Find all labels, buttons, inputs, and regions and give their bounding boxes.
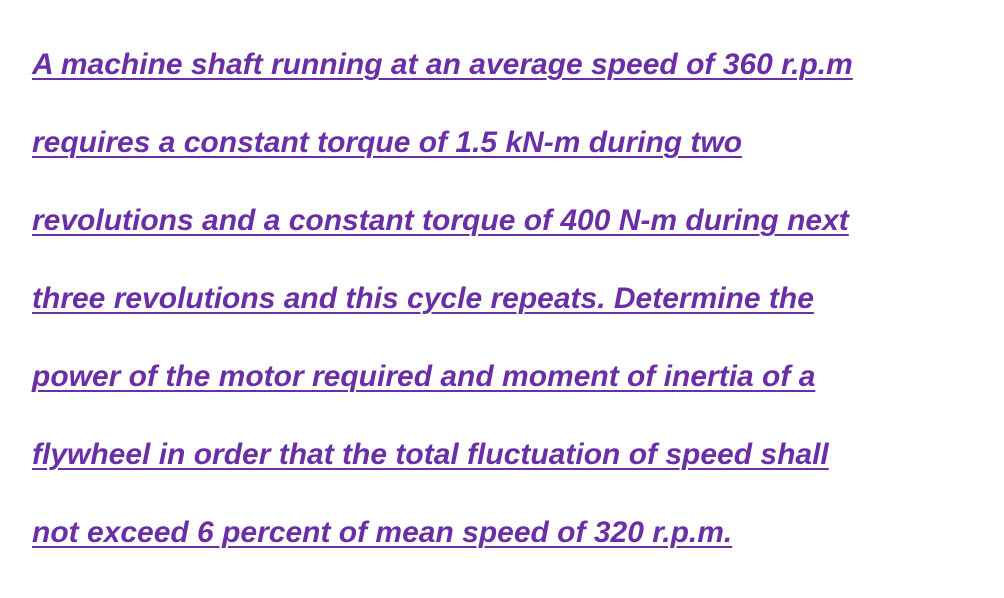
text-line: A machine shaft running at an average sp… bbox=[32, 26, 964, 104]
text-line: power of the motor required and moment o… bbox=[32, 338, 964, 416]
text-line: not exceed 6 percent of mean speed of 32… bbox=[32, 494, 964, 572]
text-line: revolutions and a constant torque of 400… bbox=[32, 182, 964, 260]
text-line: requires a constant torque of 1.5 kN-m d… bbox=[32, 104, 964, 182]
problem-statement: A machine shaft running at an average sp… bbox=[32, 26, 964, 572]
text-line: flywheel in order that the total fluctua… bbox=[32, 416, 964, 494]
text-line: three revolutions and this cycle repeats… bbox=[32, 260, 964, 338]
